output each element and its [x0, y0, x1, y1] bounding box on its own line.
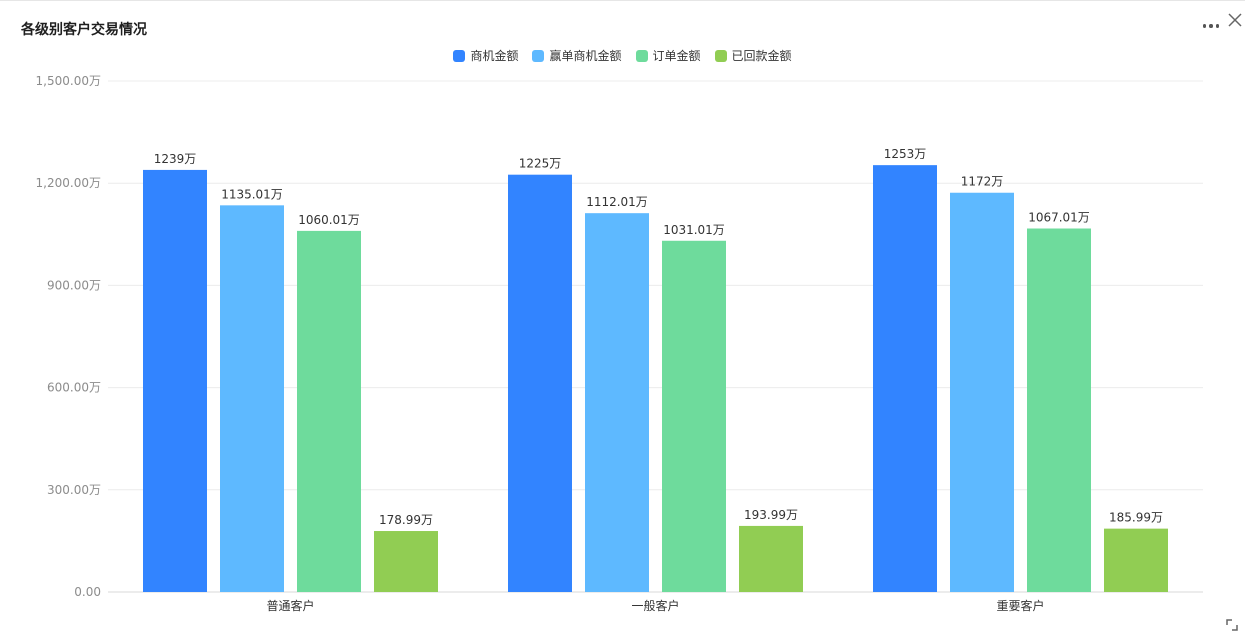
- data-label: 1172万: [961, 175, 1004, 189]
- x-tick-label: 一般客户: [631, 598, 679, 613]
- legend-label: 已回款金额: [731, 49, 792, 63]
- bar[interactable]: [220, 205, 284, 593]
- legend-label: 商机金额: [470, 49, 519, 63]
- data-label: 178.99万: [379, 513, 433, 527]
- legend-swatch: [714, 49, 727, 62]
- bar[interactable]: [585, 213, 649, 592]
- y-tick-label: 900.00万: [47, 278, 101, 292]
- data-label: 1253万: [884, 147, 927, 161]
- legend-item-series-1[interactable]: 赢单商机金额: [532, 47, 622, 64]
- legend-item-series-3[interactable]: 已回款金额: [714, 47, 792, 64]
- legend-item-series-0[interactable]: 商机金额: [453, 47, 518, 64]
- y-tick-label: 300.00万: [47, 483, 101, 497]
- data-label: 193.99万: [744, 508, 798, 522]
- expand-icon[interactable]: [1225, 618, 1239, 632]
- data-label: 1067.01万: [1028, 211, 1090, 225]
- x-tick-label: 重要客户: [996, 598, 1044, 613]
- x-tick-label: 普通客户: [266, 598, 314, 613]
- bar[interactable]: [1027, 228, 1091, 593]
- bar[interactable]: [143, 169, 207, 592]
- y-tick-label: 600.00万: [47, 381, 101, 395]
- more-options-icon[interactable]: [1202, 17, 1220, 35]
- legend-swatch: [532, 49, 545, 62]
- bar[interactable]: [374, 531, 438, 592]
- y-tick-label: 0.00: [74, 585, 101, 599]
- data-label: 1225万: [519, 157, 562, 171]
- data-label: 1031.01万: [663, 223, 725, 237]
- legend-label: 订单金额: [652, 49, 701, 63]
- bar[interactable]: [950, 192, 1014, 593]
- data-label: 1239万: [154, 152, 197, 166]
- data-label: 1135.01万: [221, 187, 283, 201]
- bar[interactable]: [873, 165, 937, 593]
- legend-swatch: [453, 49, 466, 62]
- data-label: 1112.01万: [586, 195, 648, 209]
- chart-legend: 商机金额 赢单商机金额 订单金额 已回款金额: [0, 47, 1245, 64]
- legend-swatch: [635, 49, 648, 62]
- legend-item-series-2[interactable]: 订单金额: [635, 47, 701, 64]
- data-label: 1060.01万: [298, 213, 360, 227]
- y-tick-label: 1,500.00万: [36, 74, 101, 88]
- chart-title: 各级别客户交易情况: [21, 22, 147, 38]
- legend-label: 赢单商机金额: [549, 49, 622, 63]
- bar[interactable]: [1104, 528, 1168, 592]
- bar[interactable]: [739, 525, 803, 592]
- y-tick-label: 1,200.00万: [36, 176, 101, 190]
- close-icon[interactable]: [1226, 11, 1244, 29]
- bar[interactable]: [297, 230, 361, 592]
- data-label: 185.99万: [1109, 511, 1163, 525]
- bar[interactable]: [508, 174, 572, 592]
- bar[interactable]: [662, 240, 726, 592]
